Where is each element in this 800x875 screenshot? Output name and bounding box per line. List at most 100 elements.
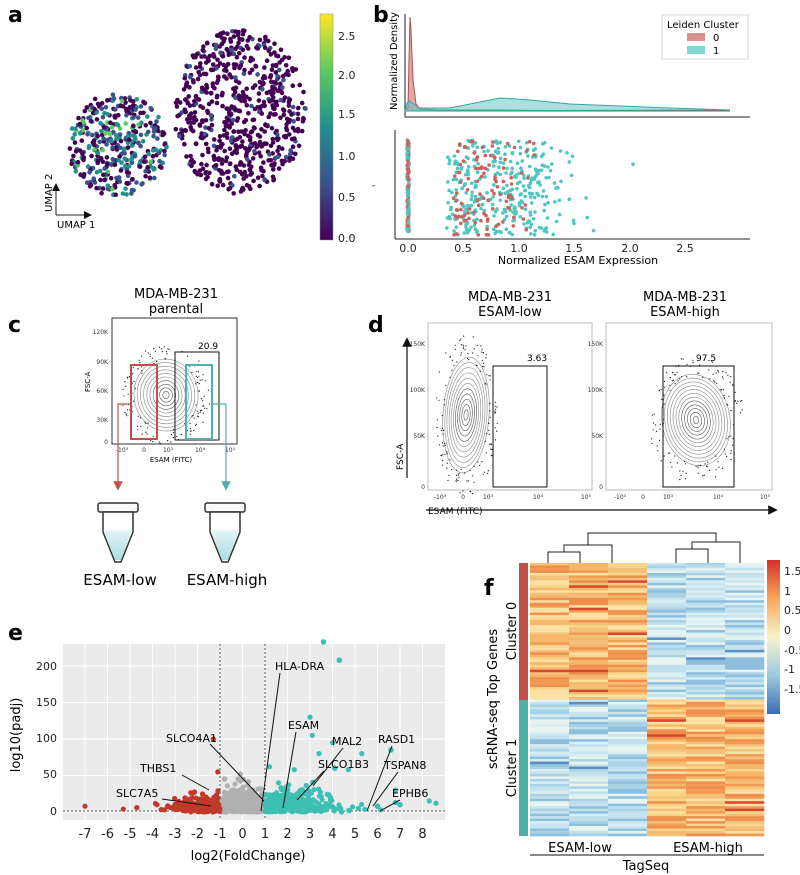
umap-point [125,181,130,186]
event-dot [681,376,683,378]
event-dot [722,378,724,380]
event-dot [728,395,730,397]
heatmap-cell [608,714,648,718]
umap-point [261,81,266,86]
umap-point [251,125,257,130]
umap-point [177,134,182,139]
umap-point [193,54,198,60]
heatmap-cell [530,563,570,566]
heatmap-cell [647,699,687,703]
strip-point [505,141,510,146]
umap-point [174,104,180,109]
high-x-tick: 10⁵ [760,494,771,501]
umap-point [262,75,268,80]
event-dot [158,441,160,443]
heatmap-cell [686,796,726,800]
volcano-point [246,808,252,814]
event-dot [685,472,687,474]
umap-point [80,118,85,123]
contour-line [450,377,482,453]
umap-point [200,119,205,125]
volcano-point [258,786,264,792]
umap-point [117,179,123,184]
volcano-point [215,788,221,794]
heatmap-cell [647,828,687,832]
event-dot [440,429,443,431]
heatmap-cell [647,741,687,745]
umap-point [281,107,286,112]
umap-point [67,146,73,151]
heatmap-cell [530,572,570,576]
heatmap-cell [647,754,687,757]
strip-point [504,171,508,175]
event-dot [699,364,701,366]
volcano-point [273,809,279,815]
volcano-point [172,795,178,802]
heatmap-cell [569,826,609,829]
strip-point [464,222,468,227]
umap-point [73,149,79,154]
strip-point [505,166,509,171]
umap-point [120,191,126,196]
strip-point [518,151,523,156]
heatmap-cell [530,662,570,666]
event-dot [494,427,496,429]
strip-point [525,149,529,153]
umap-point [100,159,106,164]
umap-point [179,110,184,115]
heatmap-cell [725,699,765,703]
event-dot [193,417,195,419]
event-dot [196,415,199,417]
heatmap-cell [530,706,570,710]
heatmap-cell [608,657,648,661]
strip-point [458,162,463,167]
strip-point [456,170,461,175]
heatmap-cell [725,642,765,646]
strip-point [520,206,524,210]
strip-point [531,141,536,146]
umap-point [216,156,222,161]
umap-point [69,161,74,167]
umap-point [233,75,238,80]
contour-line [684,404,708,436]
event-dot [459,339,461,341]
umap-point [193,65,199,70]
umap-point [225,135,230,140]
event-dot [692,361,694,364]
heatmap-cell [725,659,765,663]
strip-point [517,201,522,206]
strip-point [405,223,410,228]
heatmap-cell [725,771,765,775]
heatmap-cell [647,719,687,723]
strip-point [498,140,503,145]
strip-point [406,171,410,175]
umap-point [213,46,219,52]
umap-point [262,141,268,146]
heatmap-cell [647,642,687,646]
volcano-point [392,787,399,793]
umap-point [94,110,99,115]
parental-y-ticks: 120K 90K 60K 30K 0 [93,329,109,446]
umap-point [205,174,210,180]
parental-ylabel: FSC-A [84,371,92,392]
strip-point [449,205,453,210]
heatmap-cell [569,739,609,742]
umap-point [275,148,280,154]
umap-point [124,113,129,118]
legend-label-0: 0 [713,33,719,44]
umap-point [211,143,217,149]
event-dot [125,413,127,415]
event-dot [730,458,732,461]
gene-label: MAL2 [332,735,362,748]
umap-point [239,143,244,149]
umap-point [230,135,235,140]
volcano-point [311,786,317,793]
heatmap-cell [608,826,648,829]
umap-point [156,114,161,120]
heatmap-cell [608,818,648,822]
strip-point [485,227,489,232]
heatmap-cell [647,731,687,735]
strip-point [463,182,467,186]
volcano-point [197,796,203,802]
heatmap-cell [647,687,687,690]
